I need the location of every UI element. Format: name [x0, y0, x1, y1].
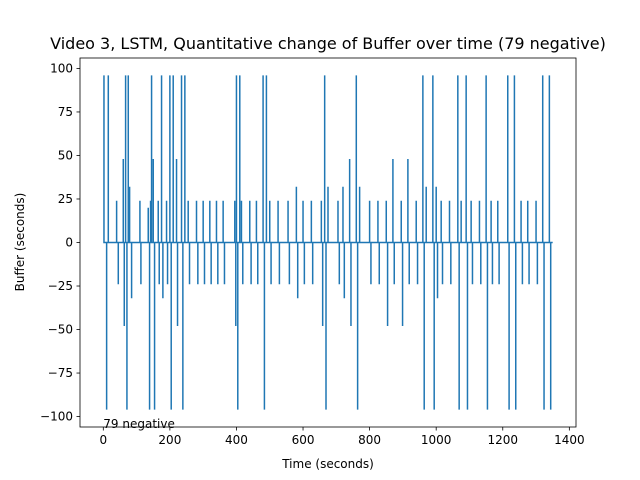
y-tick-label: −100: [40, 410, 73, 424]
x-tick-label: 1000: [421, 433, 452, 447]
chart-title: Video 3, LSTM, Quantitative change of Bu…: [50, 34, 606, 53]
x-tick-label: 1200: [487, 433, 518, 447]
x-tick-label: 800: [358, 433, 381, 447]
y-axis-label: Buffer (seconds): [13, 193, 27, 292]
y-tick-label: 100: [50, 61, 73, 75]
x-tick-label: 400: [225, 433, 248, 447]
x-tick-label: 0: [99, 433, 107, 447]
y-tick-label: −25: [48, 279, 73, 293]
y-tick-label: 50: [58, 148, 73, 162]
y-tick-label: 75: [58, 105, 73, 119]
series-line: [103, 75, 553, 410]
plot-area: 0 200 400 600 800 1000 1200 1400 −100 −75 −50 −25 0 2…: [40, 57, 585, 447]
y-tick-label: 25: [58, 192, 73, 206]
x-tick-label: 1400: [554, 433, 585, 447]
x-axis-label: Time (seconds): [281, 457, 374, 471]
y-tick-label: −50: [48, 323, 73, 337]
annotation-label: 79 negative: [103, 417, 175, 431]
y-tick-label: −75: [48, 366, 73, 380]
x-tick-label: 600: [292, 433, 315, 447]
y-tick-label: 0: [65, 236, 73, 250]
x-tick-label: 200: [158, 433, 181, 447]
